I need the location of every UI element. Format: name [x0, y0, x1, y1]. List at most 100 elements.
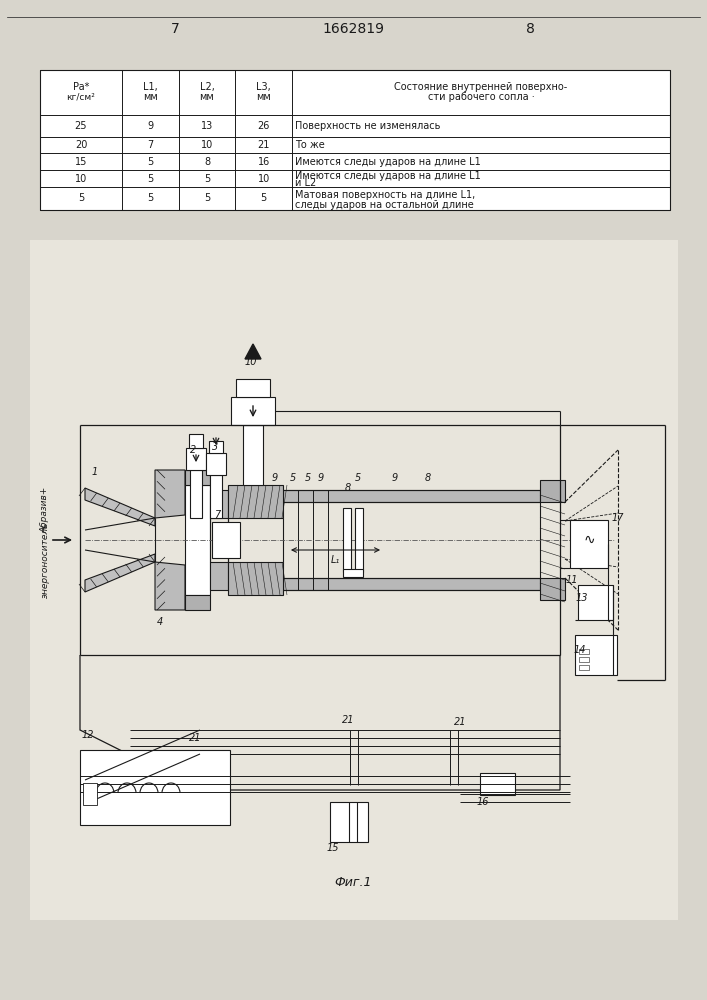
- Text: То же: То же: [295, 140, 325, 150]
- Text: кг/см²: кг/см²: [66, 93, 95, 102]
- Text: 15: 15: [75, 157, 87, 167]
- Bar: [330, 802, 368, 842]
- Text: 5: 5: [78, 193, 84, 203]
- Text: 15: 15: [327, 843, 339, 853]
- Text: Матовая поверхность на длине L1,: Матовая поверхность на длине L1,: [295, 190, 475, 200]
- Bar: [190, 470, 202, 518]
- Text: 5: 5: [147, 157, 153, 167]
- Text: 20: 20: [75, 140, 87, 150]
- Text: 25: 25: [75, 121, 87, 131]
- Polygon shape: [155, 470, 185, 518]
- Polygon shape: [85, 488, 155, 526]
- Text: и L2: и L2: [295, 178, 316, 188]
- Bar: [236, 379, 270, 397]
- Text: 5: 5: [305, 473, 311, 483]
- Text: 12: 12: [82, 730, 94, 740]
- Text: 21: 21: [189, 733, 201, 743]
- Bar: [83, 783, 97, 805]
- Text: 5: 5: [355, 473, 361, 483]
- Bar: [30, 240, 678, 920]
- Polygon shape: [185, 595, 210, 610]
- Text: 3: 3: [212, 442, 218, 452]
- Text: Абразив+: Абразив+: [40, 487, 49, 533]
- Text: 16: 16: [477, 797, 489, 807]
- Polygon shape: [540, 480, 565, 502]
- Bar: [231, 397, 275, 425]
- Text: сти рабочего сопла ·: сти рабочего сопла ·: [428, 92, 534, 102]
- Text: Фиг.1: Фиг.1: [334, 876, 372, 888]
- Bar: [186, 448, 206, 470]
- Text: ∿: ∿: [583, 533, 595, 547]
- Bar: [210, 475, 222, 518]
- Text: энергоноситель: энергоноситель: [40, 522, 49, 598]
- Text: 21: 21: [341, 715, 354, 725]
- Text: L1,: L1,: [143, 82, 158, 92]
- Text: 9: 9: [318, 473, 324, 483]
- Text: 26: 26: [257, 121, 270, 131]
- Polygon shape: [245, 344, 261, 359]
- Text: 7: 7: [214, 510, 220, 520]
- Bar: [185, 485, 210, 595]
- Polygon shape: [210, 490, 228, 518]
- Polygon shape: [85, 554, 155, 592]
- Polygon shape: [228, 562, 283, 595]
- Bar: [40, 70, 670, 210]
- Bar: [575, 635, 617, 675]
- Text: Имеются следы ударов на длине L1: Имеются следы ударов на длине L1: [295, 171, 481, 181]
- Text: 11: 11: [566, 575, 578, 585]
- Text: 5: 5: [147, 193, 153, 203]
- Polygon shape: [155, 562, 185, 610]
- Text: следы ударов на остальной длине: следы ударов на остальной длине: [295, 200, 474, 210]
- Text: L3,: L3,: [256, 82, 271, 92]
- Polygon shape: [228, 485, 283, 518]
- Text: мм: мм: [256, 92, 271, 102]
- Bar: [578, 585, 613, 620]
- Text: 1: 1: [92, 467, 98, 477]
- Polygon shape: [210, 562, 228, 590]
- Bar: [206, 453, 226, 475]
- Bar: [579, 665, 589, 670]
- Text: 10: 10: [245, 357, 257, 367]
- Text: 8: 8: [345, 483, 351, 493]
- Text: 10: 10: [257, 174, 270, 184]
- Text: 13: 13: [575, 593, 588, 603]
- Text: мм: мм: [143, 92, 158, 102]
- Text: 8: 8: [525, 22, 534, 36]
- Text: 8: 8: [425, 473, 431, 483]
- Text: 2: 2: [190, 445, 196, 455]
- Text: Имеются следы ударов на длине L1: Имеются следы ударов на длине L1: [295, 157, 481, 167]
- Polygon shape: [185, 470, 210, 485]
- Text: 13: 13: [201, 121, 213, 131]
- Text: 16: 16: [257, 157, 270, 167]
- Bar: [355, 508, 363, 572]
- Text: Состояние внутренней поверхно-: Состояние внутренней поверхно-: [395, 82, 568, 92]
- Polygon shape: [540, 578, 565, 600]
- Text: 9: 9: [392, 473, 398, 483]
- Bar: [343, 508, 351, 572]
- Text: L₁: L₁: [331, 555, 340, 565]
- Bar: [343, 569, 363, 577]
- Text: 5: 5: [147, 174, 153, 184]
- Polygon shape: [283, 578, 540, 590]
- Bar: [209, 441, 223, 453]
- Text: 7: 7: [147, 140, 153, 150]
- Text: 10: 10: [201, 140, 213, 150]
- Text: 21: 21: [454, 717, 466, 727]
- Text: L2,: L2,: [199, 82, 214, 92]
- Bar: [570, 520, 608, 568]
- Text: 1662819: 1662819: [322, 22, 384, 36]
- Text: 5: 5: [204, 193, 210, 203]
- Text: 17: 17: [612, 513, 624, 523]
- Bar: [480, 773, 515, 795]
- Bar: [80, 750, 230, 825]
- Text: 4: 4: [157, 617, 163, 627]
- Bar: [243, 425, 263, 485]
- Text: 14: 14: [574, 645, 586, 655]
- Text: 9: 9: [147, 121, 153, 131]
- Text: 10: 10: [75, 174, 87, 184]
- Bar: [212, 522, 240, 558]
- Text: Pa*: Pa*: [73, 82, 89, 92]
- Bar: [579, 649, 589, 654]
- Bar: [189, 434, 203, 448]
- Polygon shape: [283, 490, 540, 502]
